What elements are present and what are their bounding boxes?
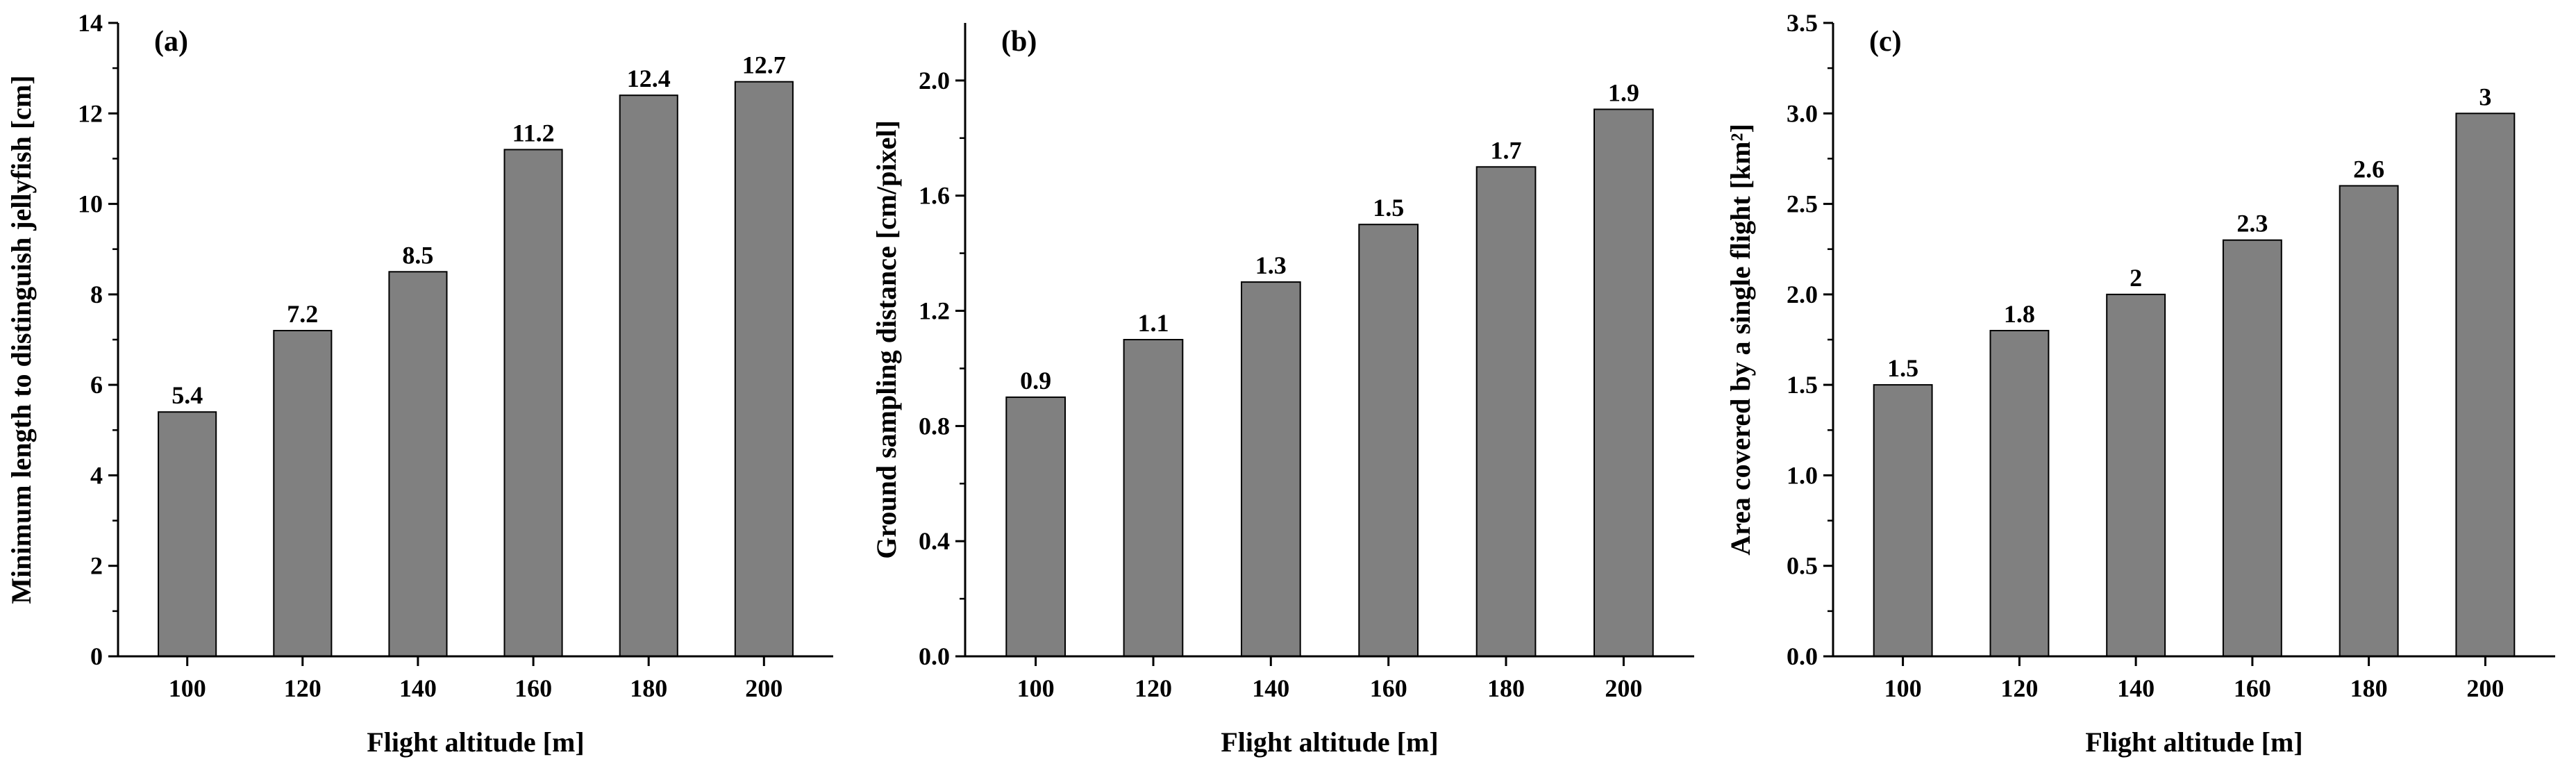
bar <box>273 330 333 657</box>
bar <box>1123 339 1184 657</box>
x-tick-label: 200 <box>1605 674 1642 702</box>
x-tick-label: 100 <box>1884 674 1922 702</box>
data-label: 2 <box>2130 264 2142 292</box>
y-tick-label: 0 <box>90 642 103 670</box>
y-tick-label: 0.0 <box>1787 642 1818 670</box>
x-tick-label: 100 <box>169 674 206 702</box>
x-tick-label: 160 <box>515 674 552 702</box>
bar <box>388 271 448 657</box>
data-label: 7.2 <box>287 300 318 328</box>
y-axis-label: Area covered by a single flight [km²] <box>1725 124 1756 556</box>
x-tick-label: 200 <box>745 674 783 702</box>
x-tick-label: 160 <box>2234 674 2271 702</box>
x-tick-label: 180 <box>1487 674 1525 702</box>
x-tick-label: 100 <box>1017 674 1055 702</box>
y-axis-label: Ground sampling distance [cm/pixel] <box>871 120 902 559</box>
bar <box>2222 239 2282 657</box>
y-tick-label: 3.0 <box>1787 99 1818 127</box>
bar <box>2339 185 2399 657</box>
y-tick-label: 4 <box>90 461 103 489</box>
y-tick-label: 6 <box>90 371 103 399</box>
y-tick-label: 0.8 <box>919 412 950 440</box>
bar <box>1241 281 1301 658</box>
bar <box>158 411 217 657</box>
x-tick-label: 140 <box>1252 674 1289 702</box>
y-axis-label: Minimum length to distinguish jellyfish … <box>6 75 37 604</box>
data-label: 3 <box>2479 83 2491 110</box>
bar <box>2455 113 2516 658</box>
y-tick-label: 1.0 <box>1787 461 1818 489</box>
y-tick-label: 14 <box>78 9 103 37</box>
x-axis-label: Flight altitude [m] <box>2085 726 2302 758</box>
y-tick-label: 10 <box>78 190 103 218</box>
data-label: 11.2 <box>512 119 555 147</box>
bar <box>1475 166 1537 658</box>
y-tick-label: 12 <box>78 99 103 127</box>
data-label: 1.5 <box>1887 354 1918 382</box>
bar <box>1873 384 1933 657</box>
y-tick-label: 1.6 <box>919 182 950 210</box>
y-tick-label: 1.2 <box>919 297 950 325</box>
x-tick-label: 180 <box>2350 674 2388 702</box>
bar <box>1989 330 2050 657</box>
chart-panel-1: 5.4 7.2 8.5 11.2 12.4 12.7 0 2 4 6 8 10 12 14 100 120 14… <box>6 9 833 758</box>
data-label: 12.7 <box>742 51 786 79</box>
bar <box>1358 224 1419 657</box>
bar <box>619 94 678 657</box>
data-label: 12.4 <box>627 65 671 92</box>
chart-panel-2: 0.9 1.1 1.3 1.5 1.7 1.9 0.0 0.4 0.8 1.2 1.6 2.0 100 1… <box>871 23 1694 758</box>
y-tick-label: 2.0 <box>919 67 950 94</box>
x-axis-label: Flight altitude [m] <box>367 726 584 758</box>
y-tick-label: 3.5 <box>1787 9 1818 37</box>
data-label: 5.4 <box>172 381 203 409</box>
x-tick-label: 120 <box>284 674 321 702</box>
x-tick-label: 140 <box>399 674 437 702</box>
data-label: 1.3 <box>1255 251 1287 279</box>
y-tick-label: 0.5 <box>1787 552 1818 580</box>
y-tick-label: 2 <box>90 552 103 580</box>
y-tick-label: 1.5 <box>1787 371 1818 399</box>
data-label: 1.9 <box>1608 78 1639 106</box>
x-tick-label: 160 <box>1370 674 1407 702</box>
bar <box>1005 396 1067 658</box>
y-tick-label: 0.4 <box>919 527 950 555</box>
x-tick-label: 120 <box>1135 674 1172 702</box>
y-tick-label: 2.0 <box>1787 281 1818 308</box>
y-tick-label: 0.0 <box>919 642 950 670</box>
x-tick-label: 140 <box>2117 674 2155 702</box>
data-label: 1.7 <box>1491 136 1522 164</box>
x-tick-label: 120 <box>2000 674 2038 702</box>
chart-panel-3: 1.5 1.8 2 2.3 2.6 3 0.0 0.5 1.0 1.5 2.0 2.5 3.0 3.5 10… <box>1725 9 2555 758</box>
panel-tag: (c) <box>1869 26 1902 58</box>
data-label: 1.8 <box>2004 300 2035 328</box>
bar <box>734 81 794 657</box>
data-label: 1.5 <box>1373 194 1404 222</box>
data-label: 2.6 <box>2353 156 2384 183</box>
bar <box>2106 293 2166 657</box>
data-label: 8.5 <box>402 241 433 269</box>
y-tick-label: 2.5 <box>1787 190 1818 218</box>
x-axis-label: Flight altitude [m] <box>1221 726 1438 758</box>
data-label: 2.3 <box>2236 210 2268 238</box>
bar <box>503 149 563 657</box>
data-label: 1.1 <box>1138 309 1169 337</box>
panel-tag: (b) <box>1001 26 1037 58</box>
y-tick-label: 8 <box>90 281 103 308</box>
bar <box>1594 108 1654 657</box>
data-label: 0.9 <box>1020 367 1051 394</box>
x-tick-label: 180 <box>630 674 667 702</box>
x-tick-label: 200 <box>2466 674 2504 702</box>
panel-tag: (a) <box>154 26 188 58</box>
